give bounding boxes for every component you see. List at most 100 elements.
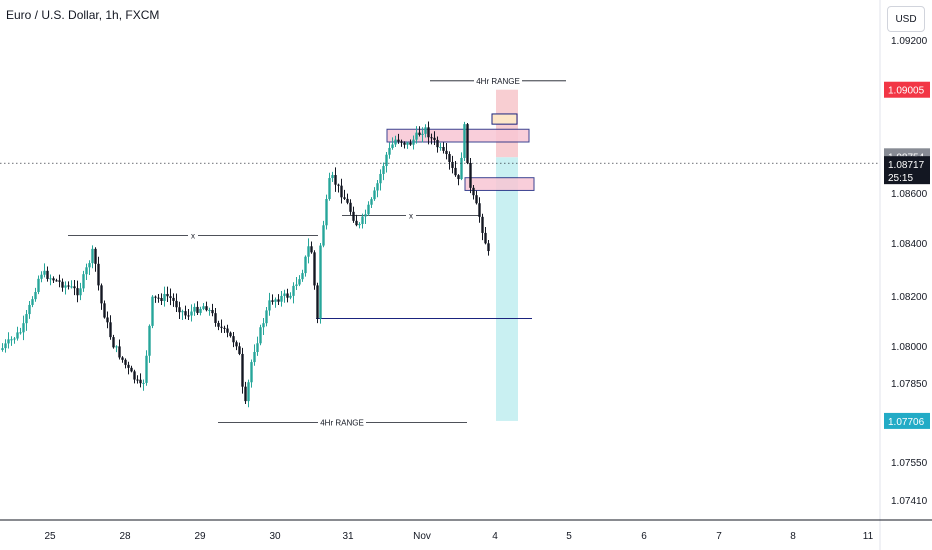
candle-body	[325, 199, 328, 226]
time-axis[interactable]: 25 28 29 30 31 Nov 4 5 6 7 8 11	[44, 531, 873, 542]
supply-zone[interactable]	[386, 128, 530, 143]
currency-button[interactable]: USD	[887, 6, 925, 32]
candle-body	[79, 288, 82, 296]
stop-price-bubble[interactable]	[884, 412, 930, 429]
candle-body	[349, 202, 352, 212]
mark-right: x	[409, 212, 413, 221]
candle-body	[265, 310, 268, 324]
candle-body	[289, 295, 292, 298]
candle-body	[145, 355, 148, 383]
candle-body	[322, 225, 325, 246]
time-tick-label: 30	[269, 531, 281, 542]
drawings-layer	[68, 80, 566, 423]
candle-body	[124, 359, 127, 365]
candle-body	[463, 124, 466, 158]
candle-body	[418, 132, 421, 135]
candle-body	[481, 216, 484, 233]
candle-body	[457, 175, 460, 180]
candle-body	[28, 304, 31, 315]
time-tick-label: 5	[566, 531, 572, 542]
candle-body	[64, 285, 67, 288]
demand-zone[interactable]	[464, 177, 535, 191]
candle-body	[385, 154, 388, 167]
candle-body	[130, 367, 133, 372]
candle-body	[427, 127, 430, 138]
mark-left: x	[191, 232, 195, 241]
candle-body	[316, 285, 319, 319]
candle-body	[73, 286, 76, 289]
candle-body	[442, 147, 445, 151]
candle-body	[397, 139, 400, 142]
stop-price-label: 1.07706	[888, 417, 925, 428]
candle-body	[331, 175, 334, 179]
candle-body	[373, 190, 376, 200]
candle-body	[382, 166, 385, 174]
candle-body	[25, 314, 28, 324]
candle-body	[97, 263, 100, 286]
candle-body	[406, 142, 409, 145]
candle-body	[370, 199, 373, 205]
candle-body	[229, 332, 232, 337]
candle-body	[196, 306, 199, 313]
candle-body	[259, 327, 262, 344]
range-top-label-bg	[474, 75, 522, 86]
candle-body	[220, 326, 223, 328]
candle-body	[67, 285, 70, 287]
candle-body	[247, 382, 250, 402]
target-price-bubble[interactable]	[884, 81, 930, 98]
candle-body	[112, 337, 115, 348]
candle-body	[46, 270, 49, 279]
candle-body	[445, 150, 448, 155]
candle-body	[127, 364, 130, 368]
candle-body	[484, 232, 487, 244]
price-axis[interactable]: 1.09200 1.08600 1.08400 1.08200 1.08000 1.078…	[891, 36, 928, 507]
candle-body	[52, 278, 55, 281]
candle-body	[391, 144, 394, 148]
candle-body	[358, 223, 361, 226]
price-tick-label: 1.08400	[891, 239, 928, 250]
candle-body	[217, 322, 220, 327]
current-price-bubble[interactable]	[884, 156, 930, 185]
candle-body	[241, 353, 244, 387]
candle-body	[172, 297, 175, 301]
mark-left-bg	[188, 230, 198, 241]
candle-body	[148, 325, 151, 356]
candle-body	[94, 248, 97, 264]
range-bottom-label: 4Hr RANGE	[320, 419, 364, 428]
candle-body	[40, 274, 43, 279]
candle-body	[166, 293, 169, 297]
candle-body	[22, 323, 25, 333]
supply-zone-small[interactable]	[491, 113, 518, 125]
candle-body	[160, 298, 163, 301]
time-tick-label: 8	[790, 531, 796, 542]
candle-body	[343, 197, 346, 199]
candle-body	[115, 346, 118, 348]
candle-body	[298, 279, 301, 285]
candle-body	[367, 204, 370, 215]
candle-body	[469, 162, 472, 188]
candle-body	[214, 313, 217, 323]
candle-body	[82, 274, 85, 289]
candle-body	[187, 315, 190, 317]
bar-countdown: 25:15	[888, 173, 913, 184]
candle-body	[136, 379, 139, 381]
candle-body	[1, 348, 4, 350]
candle-body	[91, 248, 94, 264]
candle-body	[61, 281, 64, 288]
candle-body	[157, 297, 160, 299]
target-price-label: 1.09005	[888, 86, 925, 97]
candle-body	[379, 173, 382, 184]
candle-body	[415, 132, 418, 140]
candle-body	[133, 371, 136, 380]
candle-body	[232, 336, 235, 343]
position-stop-area[interactable]	[496, 157, 518, 421]
candle-body	[376, 183, 379, 191]
candles-layer	[1, 121, 490, 408]
range-top-label: 4Hr RANGE	[476, 77, 520, 86]
time-tick-label: 4	[492, 531, 498, 542]
candle-body	[193, 306, 196, 312]
chart-title: Euro / U.S. Dollar, 1h, FXCM	[6, 8, 160, 22]
candle-body	[31, 299, 34, 305]
candle-body	[460, 157, 463, 180]
